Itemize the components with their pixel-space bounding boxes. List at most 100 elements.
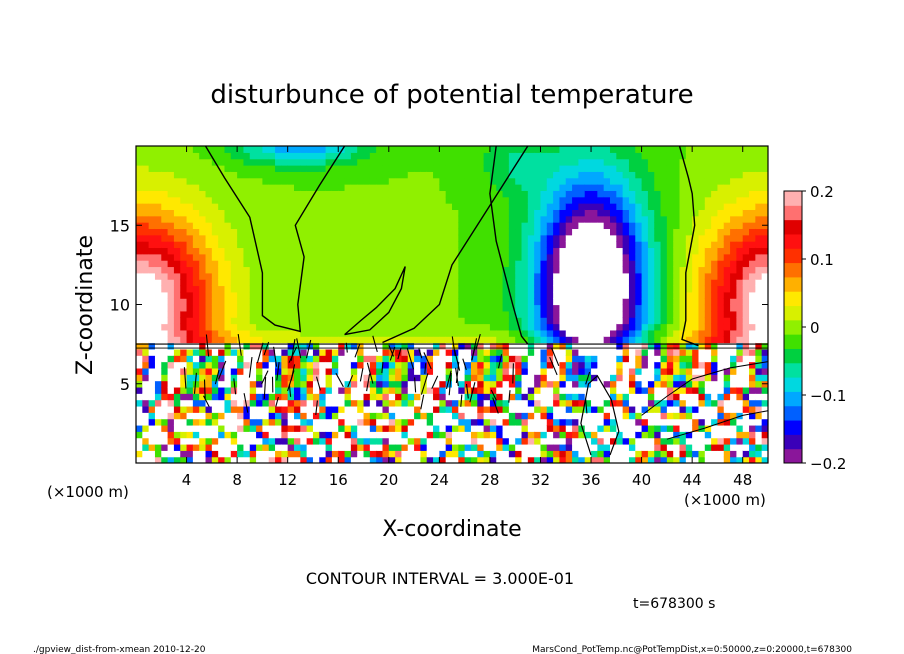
- heatmap-cell: [445, 437, 453, 445]
- heatmap-cell: [464, 342, 472, 350]
- heatmap-cell: [142, 317, 150, 325]
- heatmap-cell: [161, 361, 169, 369]
- heatmap-cell: [578, 456, 586, 463]
- heatmap-cell: [243, 196, 251, 204]
- heatmap-cell: [464, 291, 472, 299]
- heatmap-cell: [723, 386, 731, 394]
- heatmap-cell: [515, 412, 523, 420]
- heatmap-cell: [489, 177, 497, 185]
- heatmap-cell: [736, 215, 744, 223]
- heatmap-cell: [572, 260, 579, 268]
- heatmap-cell: [167, 361, 175, 369]
- heatmap-cell: [287, 367, 295, 375]
- heatmap-cell: [717, 266, 725, 274]
- heatmap-cell: [281, 367, 289, 375]
- heatmap-cell: [489, 209, 497, 217]
- heatmap-cell: [496, 190, 504, 198]
- heatmap-cell: [534, 260, 542, 268]
- heatmap-cell: [218, 431, 226, 439]
- heatmap-cell: [192, 405, 200, 413]
- heatmap-cell: [521, 165, 529, 172]
- heatmap-cell: [192, 355, 200, 363]
- heatmap-cell: [388, 355, 396, 363]
- heatmap-cell: [426, 260, 434, 268]
- heatmap-cell: [325, 418, 333, 426]
- heatmap-cell: [685, 380, 693, 388]
- heatmap-cell: [230, 215, 238, 223]
- heatmap-cell: [559, 171, 567, 179]
- heatmap-cell: [420, 367, 428, 375]
- heatmap-cell: [300, 348, 308, 356]
- heatmap-cell: [256, 158, 263, 166]
- heatmap-cell: [256, 203, 263, 210]
- heatmap-cell: [717, 443, 725, 451]
- heatmap-cell: [433, 196, 440, 204]
- heatmap-cell: [275, 285, 282, 293]
- heatmap-cell: [647, 418, 655, 426]
- heatmap-cell: [641, 266, 649, 274]
- heatmap-cell: [502, 380, 510, 388]
- heatmap-cell: [312, 234, 320, 242]
- heatmap-cell: [502, 234, 510, 242]
- heatmap-cell: [610, 374, 617, 382]
- heatmap-cell: [546, 437, 554, 445]
- heatmap-cell: [761, 412, 768, 420]
- heatmap-cell: [369, 209, 377, 217]
- heatmap-cell: [508, 424, 516, 432]
- heatmap-cell: [654, 177, 662, 185]
- heatmap-cell: [287, 443, 295, 451]
- heatmap-cell: [489, 241, 497, 249]
- heatmap-cell: [723, 342, 731, 350]
- heatmap-cell: [281, 152, 289, 160]
- heatmap-cell: [540, 431, 548, 439]
- heatmap-cell: [452, 165, 459, 172]
- heatmap-cell: [496, 329, 504, 337]
- heatmap-cell: [249, 152, 257, 160]
- heatmap-cell: [275, 450, 282, 458]
- heatmap-cell: [161, 291, 169, 299]
- heatmap-cell: [647, 367, 655, 375]
- heatmap-cell: [420, 437, 428, 445]
- heatmap-cell: [736, 279, 744, 287]
- heatmap-cell: [704, 266, 712, 274]
- heatmap-cell: [268, 222, 276, 230]
- heatmap-cell: [287, 260, 295, 268]
- heatmap-cell: [515, 361, 523, 369]
- heatmap-cell: [262, 165, 270, 172]
- heatmap-cell: [154, 146, 162, 153]
- heatmap-cell: [414, 165, 421, 172]
- heatmap-cell: [527, 158, 535, 166]
- heatmap-cell: [344, 222, 352, 230]
- heatmap-cell: [205, 386, 213, 394]
- heatmap-cell: [230, 317, 238, 325]
- heatmap-cell: [186, 291, 194, 299]
- heatmap-cell: [161, 437, 169, 445]
- heatmap-cell: [622, 431, 630, 439]
- heatmap-cell: [515, 393, 523, 401]
- heatmap-cell: [211, 393, 219, 401]
- heatmap-cell: [546, 222, 554, 230]
- heatmap-cell: [559, 279, 567, 287]
- heatmap-cell: [610, 361, 617, 369]
- heatmap-cell: [755, 412, 763, 420]
- heatmap-cell: [256, 450, 263, 458]
- heatmap-cell: [338, 285, 346, 293]
- heatmap-cell: [319, 431, 327, 439]
- heatmap-cell: [521, 380, 529, 388]
- heatmap-cell: [148, 171, 156, 179]
- heatmap-cell: [711, 260, 719, 268]
- heatmap-cell: [610, 171, 617, 179]
- heatmap-cell: [603, 165, 611, 172]
- heatmap-cell: [407, 443, 415, 451]
- heatmap-cell: [426, 215, 434, 223]
- heatmap-cell: [376, 272, 384, 280]
- heatmap-cell: [136, 342, 143, 350]
- heatmap-cell: [148, 196, 156, 204]
- heatmap-cell: [458, 266, 466, 274]
- heatmap-cell: [515, 152, 523, 160]
- heatmap-cell: [685, 209, 693, 217]
- heatmap-cell: [420, 317, 428, 325]
- heatmap-cell: [306, 386, 314, 394]
- heatmap-cell: [275, 165, 282, 172]
- heatmap-cell: [749, 317, 756, 325]
